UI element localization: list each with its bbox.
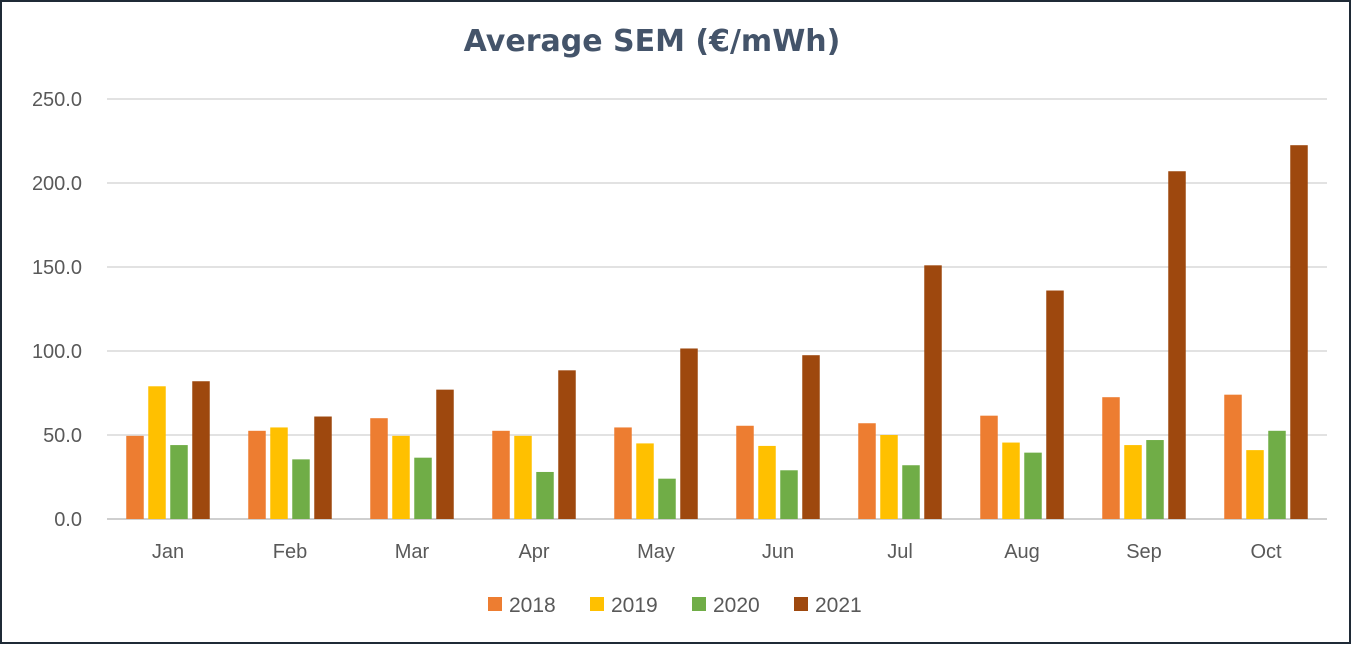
bar-2021-sep (1168, 171, 1186, 520)
bar-2021-may (680, 348, 698, 519)
x-tick-label: May (637, 541, 675, 563)
legend-label-2019: 2019 (611, 594, 658, 617)
bar-2018-aug (980, 415, 998, 519)
bar-2020-jul (902, 465, 920, 519)
x-tick-label: Aug (1004, 541, 1040, 563)
y-tick-label: 100.0 (32, 341, 82, 363)
bar-2021-feb (314, 416, 332, 519)
bar-2021-oct (1290, 145, 1308, 519)
bar-2021-aug (1046, 290, 1064, 519)
bar-2018-oct (1224, 394, 1242, 519)
x-tick-label: Jun (762, 541, 794, 563)
bar-2018-jun (736, 425, 754, 519)
bar-2019-feb (270, 427, 288, 519)
x-tick-label: Feb (273, 541, 307, 563)
bar-2020-may (658, 478, 676, 519)
x-tick-label: Oct (1250, 541, 1282, 563)
bar-2019-may (636, 443, 654, 519)
bar-2018-jul (858, 423, 876, 519)
bar-2019-jul (880, 435, 898, 519)
bar-2020-jun (780, 470, 798, 519)
x-tick-label: Sep (1126, 541, 1162, 563)
bar-2021-apr (558, 370, 576, 519)
bar-2020-sep (1146, 440, 1164, 519)
bar-2021-jan (192, 381, 210, 519)
y-tick-label: 0.0 (54, 509, 82, 531)
bar-2020-apr (536, 471, 554, 519)
y-tick-label: 250.0 (32, 89, 82, 111)
bar-2018-mar (370, 418, 388, 519)
x-tick-label: Jan (152, 541, 184, 563)
bar-2018-feb (248, 430, 266, 519)
bar-2021-mar (436, 389, 454, 519)
bar-2018-sep (1102, 397, 1120, 519)
x-tick-label: Mar (395, 541, 430, 563)
bar-2021-jun (802, 355, 820, 519)
y-tick-label: 50.0 (43, 425, 82, 447)
bar-2021-jul (924, 265, 942, 519)
bar-2020-mar (414, 457, 432, 519)
bar-2019-mar (392, 435, 410, 519)
bar-2020-feb (292, 459, 310, 519)
bar-2019-jan (148, 386, 166, 519)
legend-label-2018: 2018 (509, 594, 556, 617)
legend-label-2020: 2020 (713, 594, 760, 617)
bar-2020-aug (1024, 452, 1042, 519)
legend-label-2021: 2021 (815, 594, 862, 617)
y-tick-label: 150.0 (32, 257, 82, 279)
bar-2020-oct (1268, 430, 1286, 519)
bar-2018-jan (126, 435, 144, 519)
bar-2019-apr (514, 435, 532, 519)
bar-2019-oct (1246, 450, 1264, 519)
x-tick-label: Jul (887, 541, 913, 563)
legend-swatch-2018 (488, 597, 502, 611)
legend-swatch-2019 (590, 597, 604, 611)
bar-2019-jun (758, 445, 776, 519)
bar-2019-aug (1002, 442, 1020, 519)
bar-2020-jan (170, 445, 188, 519)
legend-swatch-2021 (794, 597, 808, 611)
bar-2019-sep (1124, 445, 1142, 519)
legend-swatch-2020 (692, 597, 706, 611)
chart-title: Average SEM (€/mWh) (463, 24, 841, 59)
bar-2018-may (614, 427, 632, 519)
bar-2018-apr (492, 430, 510, 519)
x-tick-label: Apr (518, 541, 549, 563)
y-tick-label: 200.0 (32, 173, 82, 195)
